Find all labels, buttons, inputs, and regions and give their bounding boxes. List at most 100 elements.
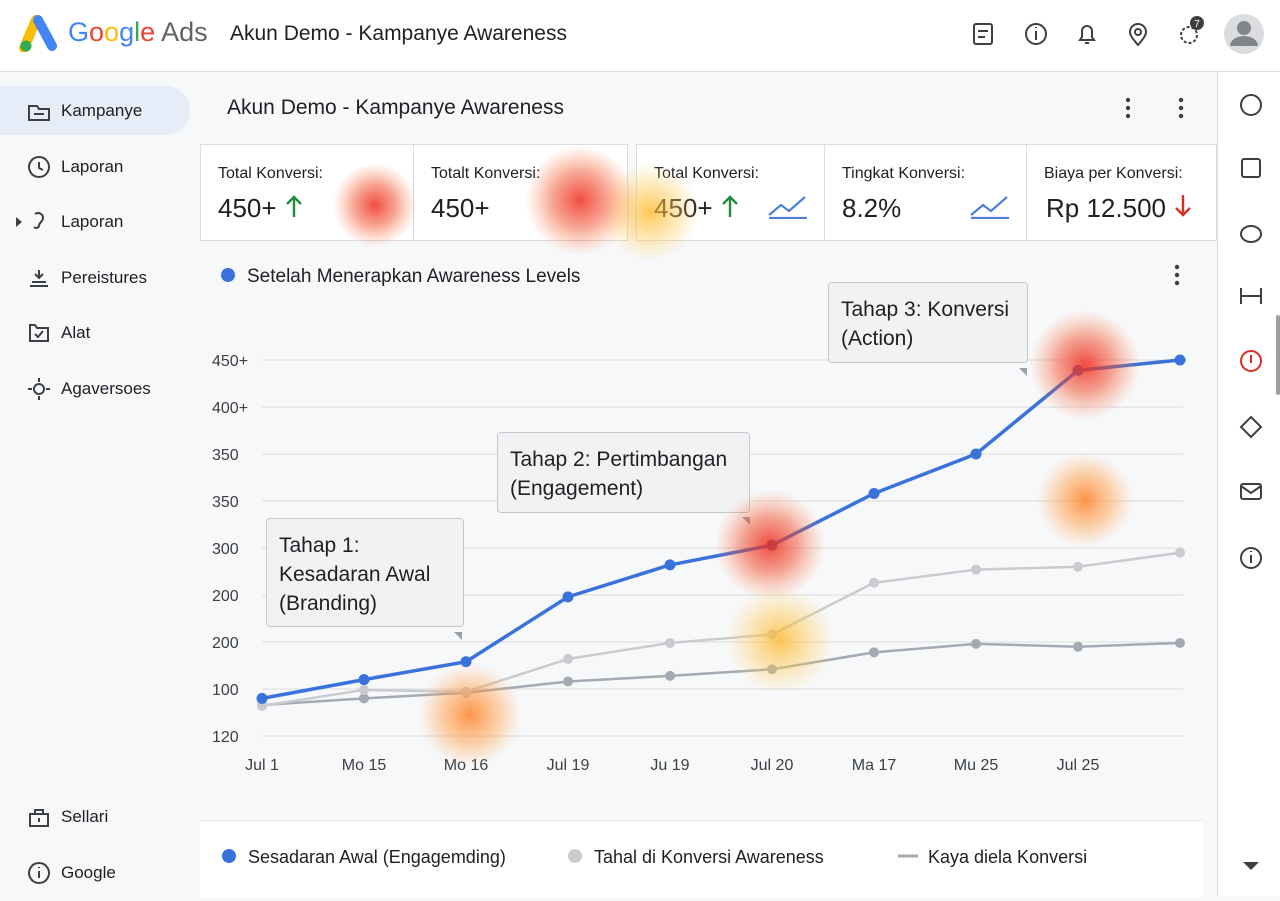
nav-item[interactable]: Pereistures [0,255,190,299]
chart-title: Setelah Menerapkan Awareness Levels [247,266,580,287]
icon-report[interactable] [973,23,993,45]
data-point [358,674,370,686]
x-tick-label: Jul 19 [547,757,590,774]
series-line [261,551,1181,708]
nav-label: Sellari [61,807,109,826]
arrow-down [1175,195,1192,217]
x-tick-label: Jul 25 [1057,757,1100,774]
nav-item[interactable]: Google [0,850,190,894]
chart-menu[interactable] [1174,264,1180,286]
legend-marker [222,849,236,863]
series-line [261,641,1181,707]
data-point [563,676,573,687]
y-tick-label: 350 [212,447,239,464]
nav-item[interactable]: Kampanye [0,88,190,132]
annotation: Tahap 1: Kesadaran Awal (Branding) [266,518,464,627]
annotation-line: (Branding) [279,592,378,615]
x-tick-label: Jul 1 [245,757,279,774]
nav-label: Pereistures [61,267,147,287]
logo-mark [19,15,57,52]
icon-location[interactable] [1128,23,1148,47]
kpi-label: Biaya per Konversi: [1044,165,1183,182]
y-tick-label: 350 [212,494,239,511]
nav-item[interactable]: Sellari [0,794,190,838]
data-point [1073,561,1083,572]
logo-letter: e [140,17,156,47]
data-point [563,653,573,664]
nav-active-bg [0,86,190,135]
logo-ads: Ads [161,17,208,47]
kpi-value: 450+ [218,193,277,223]
data-point [664,559,676,571]
y-tick-label: 200 [212,635,239,652]
icon-settings[interactable] [1180,26,1198,44]
nav-item[interactable]: Alat [0,310,190,354]
nav-label: Google [61,863,116,882]
kpi-label: Totalt Konversi: [431,165,541,182]
annotation-pointer [454,632,462,640]
data-point [868,487,880,499]
nav-item[interactable]: Agaversoes [0,366,190,410]
data-point [461,686,471,697]
icon-info[interactable] [1025,23,1047,45]
legend-label[interactable]: Kaya diela Konversi [928,847,1087,867]
data-point [971,638,981,649]
arrow-up [721,195,738,217]
nav-label: Laporan [61,156,124,176]
kpi-label: Total Konversi: [218,165,323,182]
badge-count: 7 [1194,19,1200,30]
data-point [1175,637,1185,648]
logo-letter: l [134,17,141,47]
data-point [766,539,778,551]
x-tick-label: Ju 19 [650,757,689,774]
legend-label[interactable]: Sesadaran Awal (Engagemding) [248,847,506,867]
icon-bell[interactable] [1078,25,1096,44]
nav-label: Alat [61,323,91,342]
logo-text: Google Ads [68,17,208,48]
nav-label: Kampanye [61,101,143,120]
account-title: Akun Demo - Kampanye Awareness [230,22,567,45]
legend-label[interactable]: Tahal di Konversi Awareness [594,847,824,867]
annotation-line: Kesadaran Awal [279,563,431,586]
kpi-card[interactable]: Tingkat Konversi: 8.2% [824,144,1027,241]
annotation-line: Tahap 1: [279,534,360,557]
y-tick-label: 400+ [212,400,248,417]
badge [1190,16,1204,30]
nav-label: Agaversoes [61,378,151,398]
nav-item[interactable]: Laporan [0,144,190,188]
annotation: Tahap 3: Konversi (Action) [828,282,1028,363]
top-bar: Google Ads Akun Demo - Kampanye Awarenes… [0,0,1280,72]
data-point [869,647,879,658]
logo-letter: o [104,17,120,47]
kpi-value-row: 450+ [218,193,304,224]
y-tick-label: 450+ [212,353,248,370]
y-tick-label: 100 [212,682,239,699]
data-point [665,637,675,648]
kpi-value: Rp 12.500 [1046,193,1166,223]
title-dot [221,268,235,282]
data-point [1174,354,1186,366]
data-point [460,656,472,668]
annotation-pointer [1019,368,1027,376]
legend-strip [200,820,1203,897]
data-point [1175,547,1185,558]
x-tick-label: Ma 17 [852,757,897,774]
y-tick-label: 120 [212,729,239,746]
arrow-up [285,195,302,217]
nav-item[interactable]: Laporan [0,199,190,243]
data-point [970,448,982,460]
data-point [359,693,369,704]
logo-letter: G [68,17,90,47]
kpi-card[interactable]: Biaya per Konversi: Rp 12.500 [1026,144,1217,241]
data-point [665,670,675,681]
logo-google: Google [68,17,155,47]
kpi-value: 8.2% [842,193,902,223]
right-rail [1217,72,1280,896]
kpi-value: 450+ [431,193,490,223]
header-icons: 7 [973,14,1264,54]
trend-icon [970,196,1009,219]
data-point [971,564,981,575]
nav-label: Laporan [61,212,124,231]
rail-icons [1239,94,1280,870]
